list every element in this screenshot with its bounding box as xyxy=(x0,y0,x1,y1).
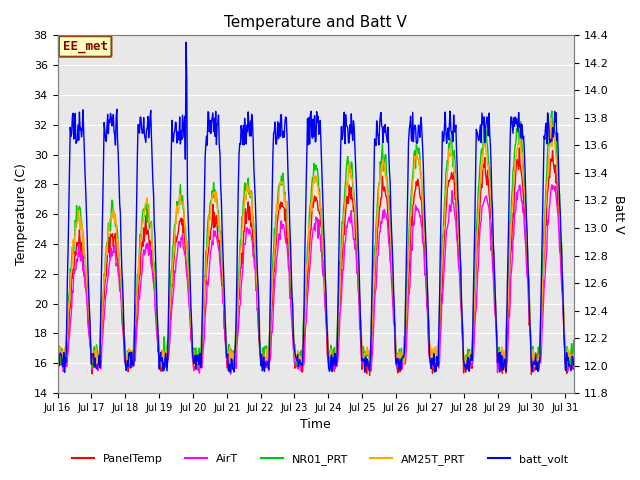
PanelTemp xyxy=(570,366,577,372)
Y-axis label: Batt V: Batt V xyxy=(612,195,625,234)
NR01_PRT xyxy=(534,354,541,360)
Line: AirT: AirT xyxy=(58,185,573,374)
AirT xyxy=(570,364,577,370)
AM25T_PRT xyxy=(158,364,166,370)
AM25T_PRT xyxy=(518,148,525,154)
PanelTemp xyxy=(525,281,532,287)
AirT xyxy=(334,358,342,363)
AM25T_PRT xyxy=(513,149,520,155)
PanelTemp xyxy=(534,367,542,373)
NR01_PRT xyxy=(142,200,150,206)
Line: PanelTemp: PanelTemp xyxy=(58,148,573,376)
batt_volt xyxy=(54,357,61,363)
batt_volt xyxy=(182,39,190,45)
batt_volt xyxy=(513,122,521,128)
batt_volt xyxy=(61,370,68,375)
NR01_PRT xyxy=(334,308,342,313)
AirT xyxy=(141,250,149,256)
AM25T_PRT xyxy=(141,203,149,209)
PanelTemp xyxy=(366,373,374,379)
batt_volt xyxy=(142,140,150,145)
NR01_PRT xyxy=(548,108,556,114)
Title: Temperature and Batt V: Temperature and Batt V xyxy=(224,15,407,30)
Text: EE_met: EE_met xyxy=(63,40,108,53)
NR01_PRT xyxy=(54,357,61,362)
NR01_PRT xyxy=(524,253,532,259)
batt_volt xyxy=(534,368,542,374)
PanelTemp xyxy=(516,145,524,151)
AirT xyxy=(513,189,520,195)
AirT xyxy=(54,359,61,364)
AM25T_PRT xyxy=(570,352,577,358)
NR01_PRT xyxy=(123,367,131,373)
PanelTemp xyxy=(333,363,341,369)
AirT xyxy=(548,182,556,188)
batt_volt xyxy=(525,277,532,283)
AirT xyxy=(227,371,234,377)
Line: AM25T_PRT: AM25T_PRT xyxy=(58,118,573,367)
PanelTemp xyxy=(513,156,520,162)
AirT xyxy=(524,277,532,283)
Line: NR01_PRT: NR01_PRT xyxy=(58,111,573,370)
Legend: PanelTemp, AirT, NR01_PRT, AM25T_PRT, batt_volt: PanelTemp, AirT, NR01_PRT, AM25T_PRT, ba… xyxy=(68,450,572,469)
X-axis label: Time: Time xyxy=(300,419,331,432)
PanelTemp xyxy=(518,176,526,182)
AM25T_PRT xyxy=(54,351,61,357)
AM25T_PRT xyxy=(524,265,532,271)
NR01_PRT xyxy=(570,337,577,343)
batt_volt xyxy=(518,123,526,129)
batt_volt xyxy=(335,265,342,271)
PanelTemp xyxy=(141,224,149,230)
AM25T_PRT xyxy=(334,328,342,334)
Line: batt_volt: batt_volt xyxy=(58,42,573,372)
AirT xyxy=(518,199,525,204)
NR01_PRT xyxy=(518,134,525,140)
NR01_PRT xyxy=(513,126,520,132)
Y-axis label: Temperature (C): Temperature (C) xyxy=(15,163,28,265)
AM25T_PRT xyxy=(547,115,555,120)
batt_volt xyxy=(570,362,577,368)
PanelTemp xyxy=(54,358,61,363)
AirT xyxy=(534,359,541,364)
AM25T_PRT xyxy=(534,358,541,364)
